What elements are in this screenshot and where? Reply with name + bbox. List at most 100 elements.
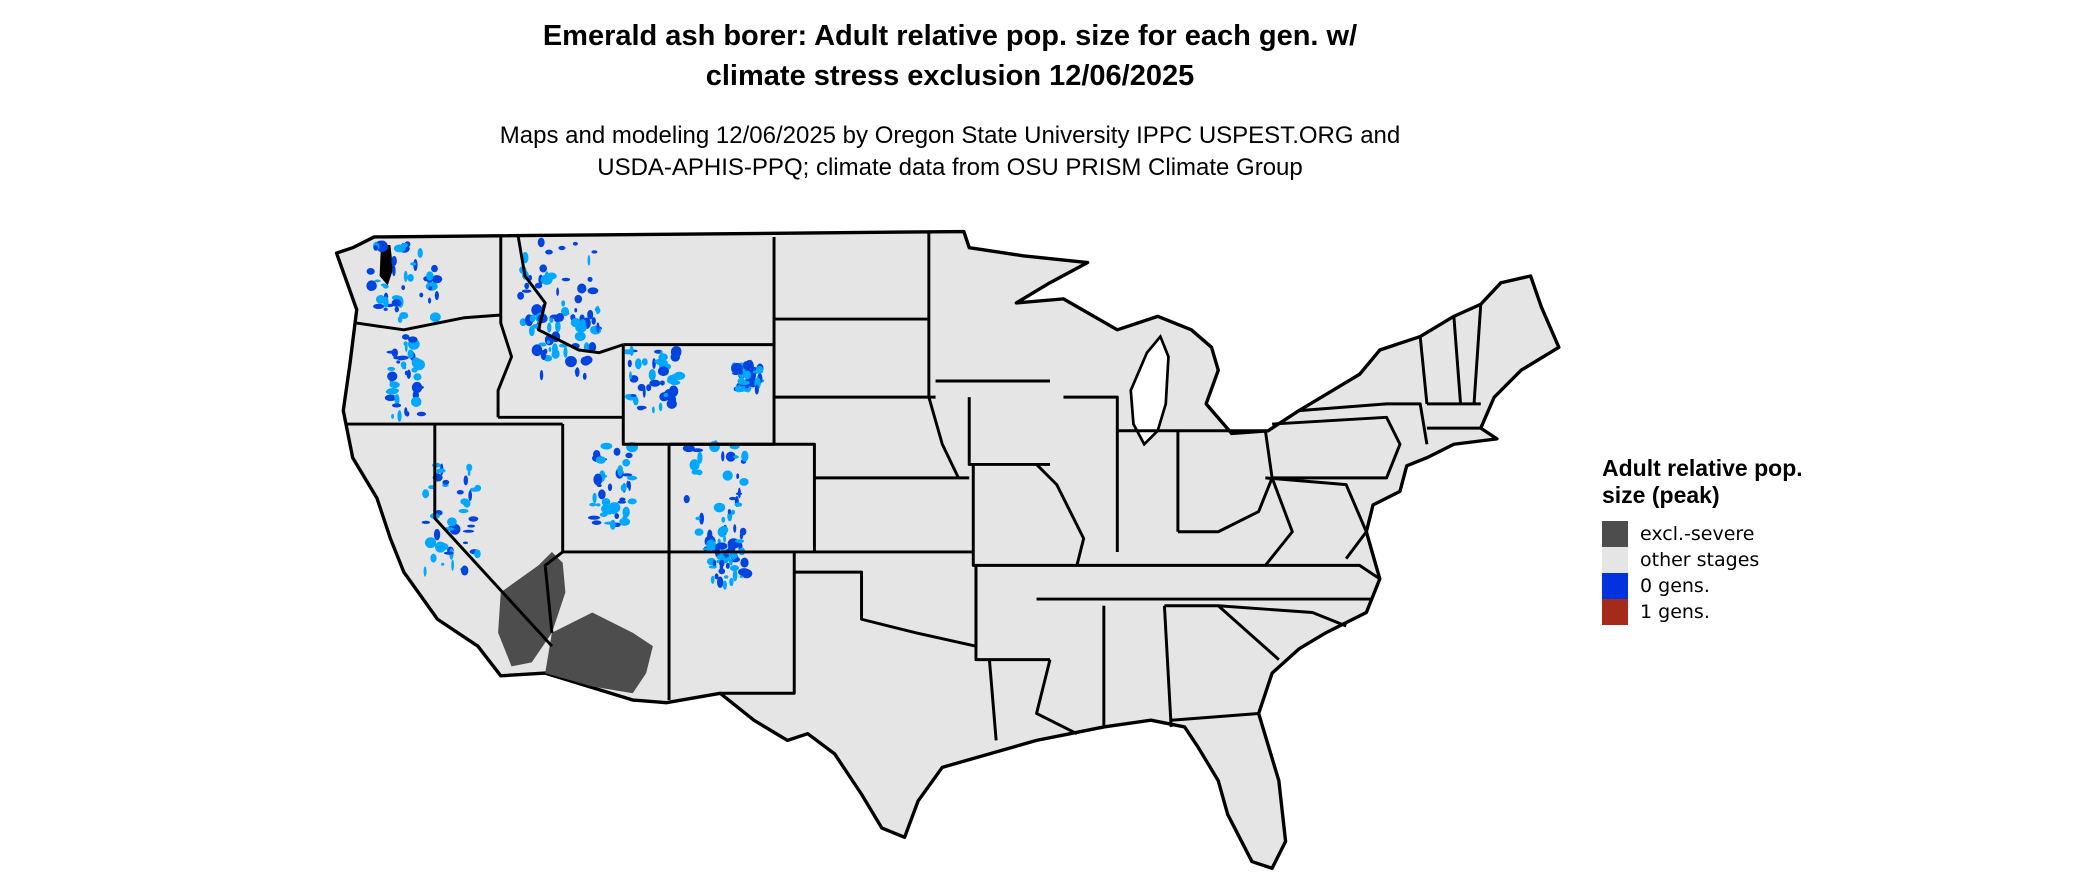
zero-gens-patch <box>574 307 578 313</box>
zero-gens-patch <box>403 341 408 347</box>
zero-gens-patch <box>563 346 568 358</box>
zero-gens-patch <box>545 249 553 255</box>
zero-gens-patch <box>587 276 593 282</box>
zero-gens-patch <box>595 305 600 315</box>
zero-gens-patch <box>396 360 401 364</box>
zero-gens-patch <box>433 528 441 541</box>
zero-gens-patch <box>621 473 633 477</box>
legend-item-other-stages: other stages <box>1602 547 1822 573</box>
zero-gens-patch <box>410 396 422 407</box>
zero-gens-patch <box>699 512 705 525</box>
zero-gens-patch <box>723 575 729 579</box>
zero-gens-patch <box>674 346 682 355</box>
legend: Adult relative pop. size (peak) excl.-se… <box>1602 455 1822 625</box>
zero-gens-patch <box>659 380 665 386</box>
zero-gens-patch <box>462 529 475 533</box>
zero-gens-patch <box>637 386 642 390</box>
zero-gens-patch <box>657 366 669 377</box>
zero-gens-patch <box>558 245 566 251</box>
zero-gens-patch <box>592 492 597 504</box>
zero-gens-patch <box>727 508 732 515</box>
zero-gens-patch <box>600 442 613 450</box>
zero-gens-patch <box>546 340 551 345</box>
zero-gens-patch <box>692 448 704 453</box>
zero-gens-patch <box>669 379 681 386</box>
zero-gens-patch <box>549 317 554 323</box>
zero-gens-patch <box>634 358 642 370</box>
zero-gens-patch <box>531 344 543 357</box>
zero-gens-patch <box>460 565 469 576</box>
zero-gens-patch <box>719 525 729 534</box>
zero-gens-patch <box>739 575 744 578</box>
zero-gens-patch <box>629 346 634 356</box>
zero-gens-patch <box>556 287 559 296</box>
zero-gens-patch <box>574 331 586 342</box>
chart-title-line2: climate stress exclusion 12/06/2025 <box>705 60 1195 92</box>
state-borders <box>347 231 1483 741</box>
zero-gens-patch <box>617 500 627 504</box>
zero-gens-patch <box>401 242 408 248</box>
zero-gens-patch <box>752 369 764 374</box>
zero-gens-patch <box>729 496 737 501</box>
zero-gens-patch <box>626 480 630 489</box>
legend-swatch <box>1602 599 1628 625</box>
legend-label: 1 gens. <box>1640 601 1710 623</box>
zero-gens-patch <box>397 357 405 361</box>
legend-swatch <box>1602 547 1628 573</box>
zero-gens-patch <box>754 384 759 395</box>
zero-gens-patch <box>411 367 418 373</box>
zero-gens-patch <box>722 470 733 481</box>
zero-gens-patch <box>630 394 637 397</box>
zero-gens-patch <box>389 381 400 389</box>
zero-gens-patch <box>729 577 734 587</box>
zero-gens-patch <box>373 245 378 251</box>
zero-gens-patch <box>731 362 743 374</box>
zero-gens-patch <box>422 489 430 499</box>
zero-gens-patch <box>714 573 719 580</box>
zero-gens-patch <box>599 512 608 517</box>
zero-gens-patch <box>572 241 578 246</box>
zero-gens-patch <box>591 250 598 254</box>
zero-gens-patch <box>406 369 411 379</box>
zero-gens-patch <box>561 306 570 317</box>
zero-gens-patch <box>737 380 750 385</box>
zero-gens-patch <box>721 516 726 523</box>
zero-gens-patch <box>423 566 427 577</box>
zero-gens-patch <box>546 272 557 280</box>
legend-label: excl.-severe <box>1640 523 1755 545</box>
zero-gens-patch <box>468 490 473 502</box>
zero-gens-patch <box>463 475 469 486</box>
zero-gens-patch <box>434 291 439 301</box>
zero-gens-patch <box>443 551 454 555</box>
zero-gens-patch <box>723 535 727 543</box>
zero-gens-patch <box>646 384 652 392</box>
zero-gens-patch <box>424 537 437 549</box>
zero-gens-patch <box>435 541 446 553</box>
zero-gens-patch <box>539 369 544 381</box>
us-land <box>334 229 1561 870</box>
zero-gens-patch <box>713 502 726 513</box>
zero-gens-patch <box>641 358 648 366</box>
zero-gens-patch <box>416 411 427 417</box>
zero-gens-patch <box>715 542 728 550</box>
chart-title-line1: Emerald ash borer: Adult relative pop. s… <box>542 20 1358 52</box>
legend-label: 0 gens. <box>1640 575 1710 597</box>
zero-gens-patch <box>393 394 398 400</box>
zero-gens-patch <box>655 359 668 366</box>
zero-gens-patch <box>626 475 638 481</box>
zero-gens-patch <box>695 469 703 476</box>
zero-gens-patch <box>460 498 470 505</box>
zero-gens-patch <box>695 516 701 521</box>
legend-item-0-gens: 0 gens. <box>1602 573 1822 599</box>
zero-gens-patch <box>627 498 637 505</box>
zero-gens-patch <box>375 294 386 304</box>
zero-gens-patch <box>706 539 716 550</box>
subtitle-line1: Maps and modeling 12/06/2025 by Oregon S… <box>499 122 1401 149</box>
legend-swatch <box>1602 521 1628 547</box>
legend-item-1-gens: 1 gens. <box>1602 599 1822 625</box>
zero-gens-patch <box>716 554 725 560</box>
zero-gens-patch <box>415 358 420 362</box>
zero-gens-patch <box>548 346 552 352</box>
zero-gens-patch <box>734 539 745 544</box>
zero-gens-patch <box>429 312 441 323</box>
